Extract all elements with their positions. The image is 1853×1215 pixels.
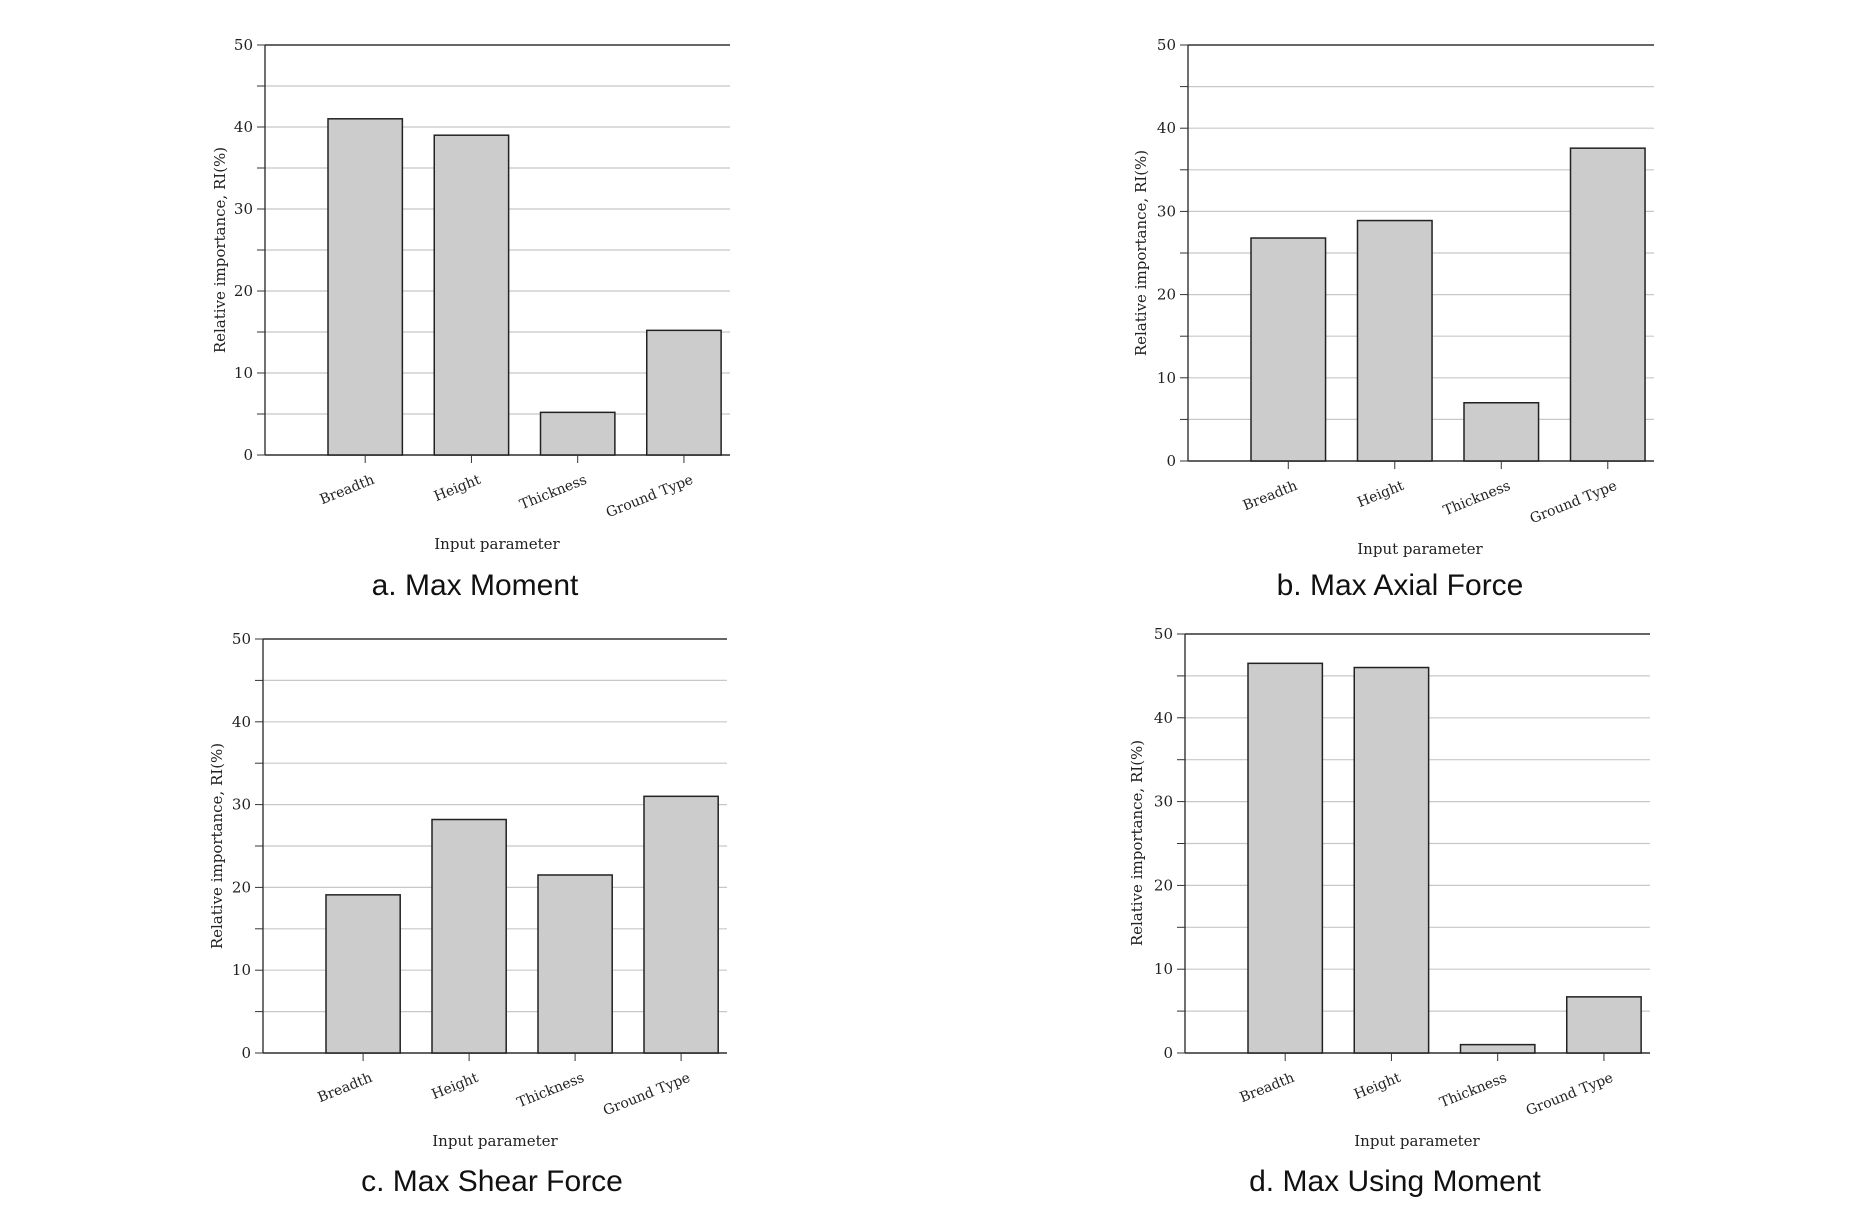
x-axis-label: Input parameter (432, 1132, 558, 1150)
bar (1463, 402, 1540, 462)
y-tick-label: 10 (1157, 369, 1176, 387)
y-tick-label: 10 (232, 961, 251, 979)
y-tick-label: 30 (232, 796, 251, 814)
y-tick-label: 20 (234, 282, 253, 300)
y-tick-label: 0 (1166, 452, 1176, 470)
bar (1353, 666, 1430, 1054)
y-tick-label: 50 (1157, 36, 1176, 54)
x-axis-label: Input parameter (434, 535, 560, 553)
y-tick-label: 30 (1157, 202, 1176, 220)
y-tick-label: 0 (243, 446, 253, 464)
chart-caption: a. Max Moment (372, 569, 579, 602)
y-tick-label: 0 (1163, 1044, 1173, 1062)
y-axis-label: Relative importance, RI(%) (211, 147, 229, 353)
y-tick-label: 40 (232, 713, 251, 731)
bar (1250, 237, 1327, 462)
bar (646, 329, 722, 456)
chart-caption: d. Max Using Moment (1249, 1165, 1541, 1198)
bar (1356, 219, 1433, 462)
bar (325, 894, 401, 1054)
x-axis-label: Input parameter (1354, 1132, 1480, 1150)
y-tick-label: 0 (241, 1044, 251, 1062)
chart-panel-a: 0 10 20 30 40 50 Breadth Height Thickness Ground … (0, 0, 926, 607)
x-tick-label: Thickness (1438, 1070, 1510, 1111)
y-tick-label: 50 (234, 36, 253, 54)
y-tick-label: 30 (234, 200, 253, 218)
x-tick-label: Height (1352, 1070, 1403, 1103)
bar (1569, 147, 1646, 462)
y-tick-label: 40 (1154, 709, 1173, 727)
y-tick-label: 20 (232, 878, 251, 896)
y-tick-label: 50 (232, 630, 251, 648)
y-tick-label: 10 (234, 364, 253, 382)
y-axis-label: Relative importance, RI(%) (208, 743, 226, 949)
chart-caption: c. Max Shear Force (361, 1165, 623, 1198)
chart-panel-c: 0 10 20 30 40 50 Breadth Height Thickness Ground … (0, 0, 926, 1215)
y-tick-label: 20 (1157, 286, 1176, 304)
y-tick-label: 40 (1157, 119, 1176, 137)
chart-caption: b. Max Axial Force (1277, 569, 1524, 602)
y-axis-label: Relative importance, RI(%) (1128, 740, 1146, 946)
bar (1247, 662, 1324, 1054)
x-axis-label: Input parameter (1357, 540, 1483, 558)
y-tick-label: 50 (1154, 625, 1173, 643)
bar (433, 134, 510, 456)
x-tick-label: Ground Type (1524, 1070, 1616, 1119)
bar (1459, 1043, 1536, 1054)
bar (643, 795, 719, 1054)
y-axis-label: Relative importance, RI(%) (1132, 150, 1150, 356)
y-tick-label: 40 (234, 118, 253, 136)
y-tick-label: 10 (1154, 960, 1173, 978)
bar (1566, 996, 1642, 1054)
y-tick-label: 20 (1154, 876, 1173, 894)
chart-panel-b: 0 10 20 30 40 50 Breadth Height Thickness Ground … (0, 0, 1853, 607)
x-tick-label: Breadth (1238, 1070, 1297, 1106)
y-tick-label: 30 (1154, 793, 1173, 811)
bar (537, 874, 613, 1054)
bar (327, 118, 404, 456)
